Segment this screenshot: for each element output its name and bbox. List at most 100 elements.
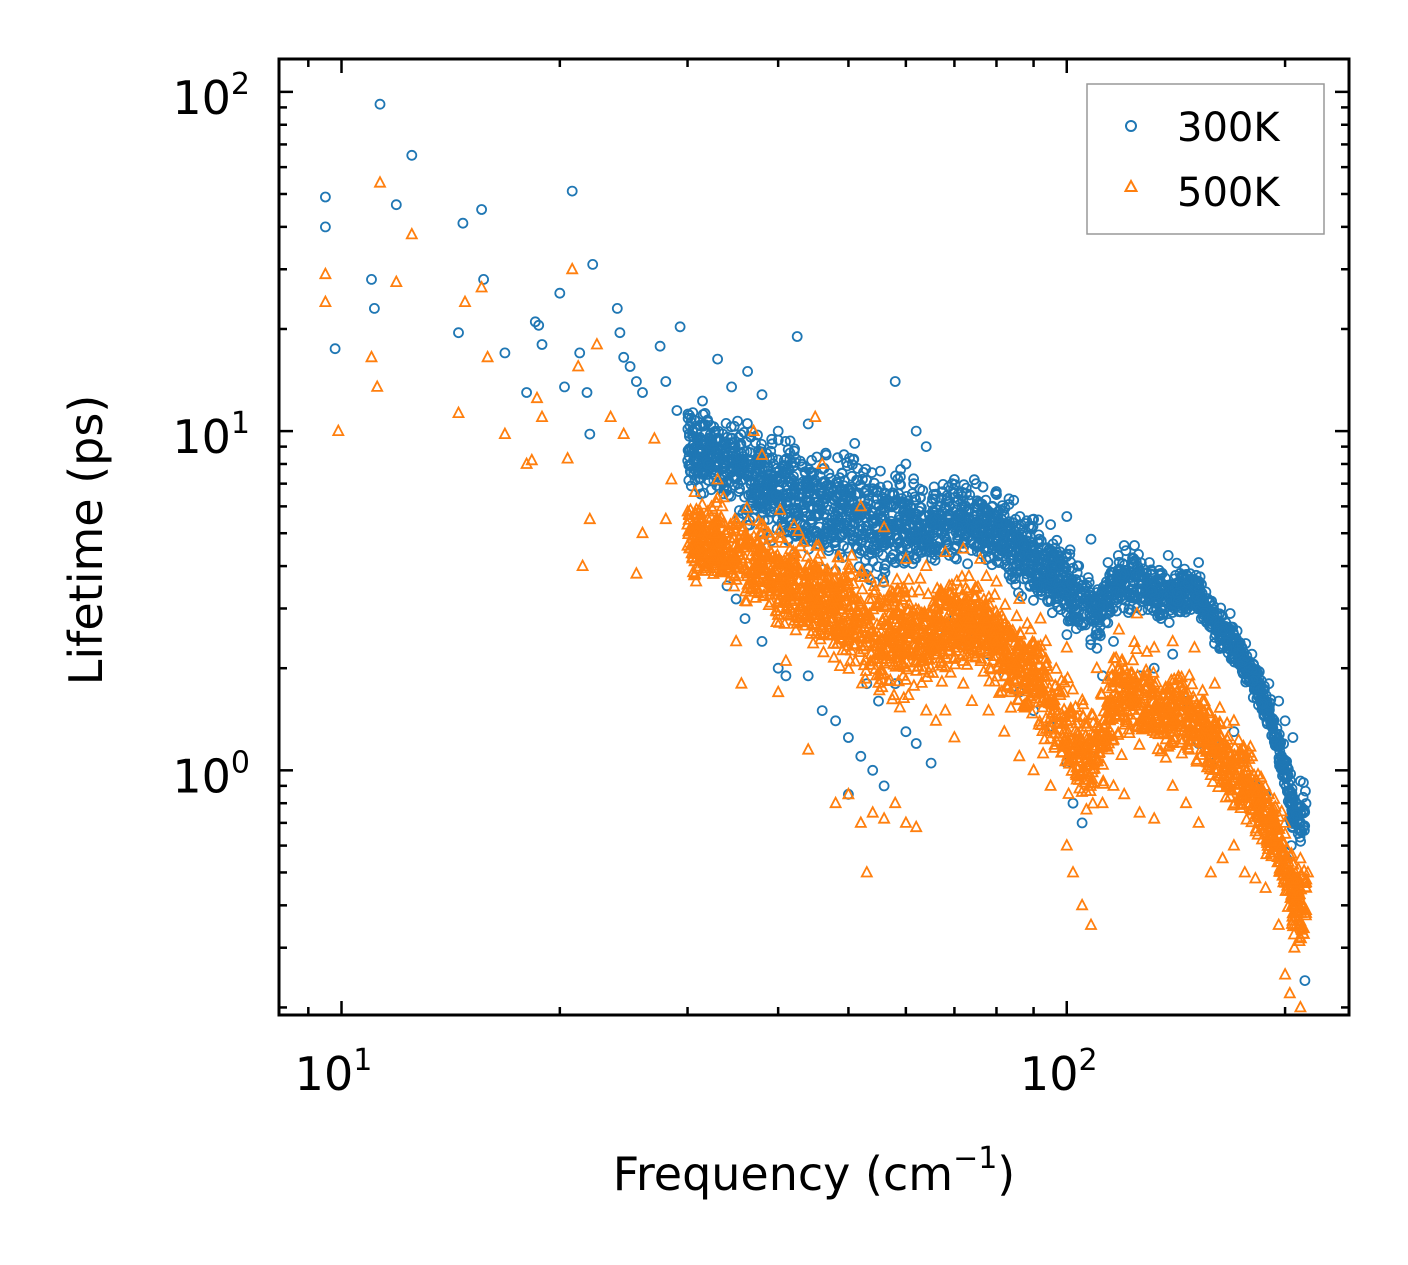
point-300k-2646 (889, 376, 901, 387)
point-300k-2506 (962, 558, 973, 570)
point-500k-2213 (789, 558, 803, 571)
point-300k-2606 (390, 199, 402, 211)
point-500k-2233 (983, 660, 997, 673)
point-300k-941 (860, 554, 871, 566)
point-500k-660 (1036, 746, 1050, 759)
point-300k-2608 (453, 327, 464, 339)
point-300k-2668 (1263, 678, 1275, 690)
point-300k-2556 (1215, 642, 1227, 654)
point-500k-1841 (1194, 741, 1208, 755)
point-300k-1638 (1061, 629, 1073, 641)
point-300k-2651 (949, 474, 960, 485)
point-500k-2232 (783, 600, 797, 613)
point-300k-2671 (1287, 732, 1299, 743)
point-500k-1512 (833, 658, 847, 671)
point-300k-2340 (818, 498, 829, 510)
point-300k-2524 (908, 526, 920, 537)
point-300k-2622 (587, 258, 599, 270)
point-300k-2691 (873, 695, 884, 707)
point-300k-2592 (1247, 675, 1259, 687)
point-300k-2210 (1014, 523, 1026, 535)
point-300k-2641 (772, 425, 784, 437)
point-300k-1693 (941, 490, 953, 502)
point-300k-2455 (1171, 587, 1183, 599)
point-500k-1829 (1114, 672, 1128, 685)
point-300k-2617 (554, 287, 566, 299)
point-300k-1863 (755, 446, 766, 458)
point-300k-2511 (809, 510, 821, 522)
point-300k-2633 (671, 405, 683, 416)
point-300k-2441 (1054, 560, 1066, 571)
point-500k-1958 (738, 593, 752, 606)
point-300k-2626 (618, 351, 630, 363)
point-300k-1337 (895, 471, 906, 483)
point-300k-2541 (998, 527, 1010, 539)
point-500k-1706 (843, 653, 857, 667)
point-500k-1838 (809, 558, 823, 572)
point-500k-805 (1073, 781, 1086, 794)
point-300k-2569 (966, 522, 978, 534)
point-300k-2150 (851, 488, 862, 500)
point-500k-1752 (1181, 685, 1195, 699)
point-500k-463 (689, 574, 703, 587)
point-500k-219 (1096, 773, 1110, 787)
point-300k-2625 (614, 327, 626, 339)
point-300k-2577 (876, 491, 888, 503)
point-300k-2399 (722, 431, 733, 443)
point-300k-2163 (865, 510, 876, 522)
point-300k-2043 (723, 477, 735, 489)
point-500k-1314 (1206, 774, 1220, 787)
point-300k-2177 (792, 490, 804, 502)
point-500k-1932 (813, 546, 827, 559)
point-300k-507 (908, 478, 920, 490)
point-300k-2586 (1115, 590, 1127, 602)
point-300k-2138 (957, 495, 969, 507)
point-300k-2624 (611, 302, 623, 314)
point-500k-2172 (1120, 689, 1134, 703)
point-500k-2045 (907, 636, 921, 650)
point-300k-2131 (930, 488, 942, 500)
point-300k-2635 (697, 466, 709, 477)
point-500k-2087 (1061, 724, 1075, 738)
point-300k-2540 (926, 519, 937, 530)
point-300k-1864 (875, 465, 886, 477)
point-500k-2185 (1118, 661, 1132, 674)
point-300k-29 (1120, 545, 1132, 557)
point-300k-2588 (1296, 826, 1308, 837)
point-300k-2613 (521, 387, 532, 398)
series-500k-points (318, 175, 1315, 1013)
point-500k-2095 (867, 628, 881, 641)
point-300k-2316 (1040, 555, 1052, 566)
point-300k-2551 (711, 480, 723, 492)
point-300k-2627 (624, 361, 636, 372)
point-300k-2250 (726, 432, 738, 444)
point-500k-2247 (1222, 763, 1235, 776)
point-500k-2082 (977, 610, 991, 624)
point-500k-2090 (1200, 754, 1214, 767)
point-500k-2069 (695, 497, 709, 510)
point-300k-2424 (826, 512, 838, 524)
point-500k-2197 (1111, 662, 1125, 675)
point-300k-1590 (868, 485, 879, 496)
point-300k-2557 (1018, 539, 1029, 551)
point-500k-2120 (1167, 671, 1181, 685)
point-300k-2562 (908, 473, 919, 485)
point-500k-2205 (1007, 671, 1021, 685)
point-500k-1194 (773, 502, 787, 515)
point-300k-2674 (1298, 777, 1309, 788)
point-300k-2576 (697, 445, 708, 457)
point-500k-357 (1132, 737, 1146, 750)
point-300k-2415 (971, 502, 983, 514)
point-500k-1445 (1153, 720, 1166, 733)
point-300k-2469 (1066, 592, 1078, 604)
point-500k-896 (1196, 683, 1210, 696)
point-500k-2188 (897, 580, 911, 594)
point-300k-2404 (1250, 673, 1262, 684)
point-500k-289 (1185, 676, 1199, 690)
point-500k-2249 (1126, 652, 1140, 666)
point-500k-2070 (749, 543, 763, 557)
point-500k-1953 (1028, 686, 1042, 699)
point-300k-2561 (1103, 589, 1114, 601)
point-500k-337 (887, 591, 901, 604)
point-300k-2648 (910, 425, 922, 437)
